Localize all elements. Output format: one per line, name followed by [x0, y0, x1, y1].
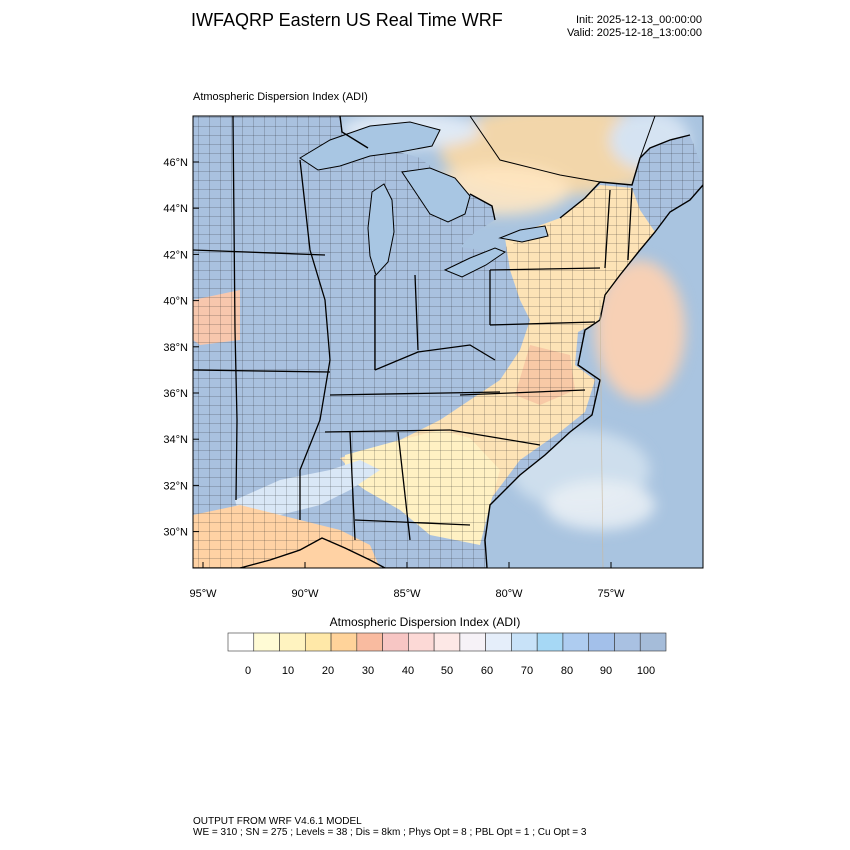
footer-model: OUTPUT FROM WRF V4.6.1 MODEL — [193, 816, 362, 827]
lat-label: 44°N — [163, 203, 188, 215]
border-missouri-south — [193, 369, 331, 373]
meridian-line — [599, 299, 604, 568]
colorbar-box — [459, 632, 486, 652]
border-ga-fl — [354, 519, 471, 526]
longitude-axis: 95°W 90°W 85°W 80°W 75°W — [189, 562, 625, 600]
lake-superior — [299, 121, 441, 171]
border-newengland — [604, 189, 611, 269]
lat-label: 36°N — [163, 388, 188, 400]
lake-huron — [401, 167, 471, 223]
field-atlantic-warm — [595, 260, 685, 400]
colorbar-box — [536, 632, 564, 652]
lon-label: 90°W — [291, 588, 319, 600]
colorbar-tick-label: 40 — [402, 665, 414, 677]
colorbar-box — [253, 632, 280, 652]
state-borders — [193, 116, 633, 541]
border-tn-south — [324, 429, 451, 433]
colorbar-box — [614, 632, 641, 652]
lat-label: 46°N — [163, 157, 188, 169]
plot-title: Atmospheric Dispersion Index (ADI) — [193, 91, 368, 103]
border-ky-north — [374, 344, 496, 371]
border-pa-ny — [489, 267, 601, 271]
colorbar-box — [562, 632, 590, 652]
lat-label: 30°N — [163, 527, 188, 539]
border-iowa-south — [193, 249, 326, 256]
latitude-axis: 46°N 44°N 42°N 40°N 38°N 36°N 34°N 32°N 30°N — [163, 157, 199, 539]
colorbar-tick-label: 60 — [481, 665, 493, 677]
lat-label: 40°N — [163, 296, 188, 308]
border-ny-vt — [627, 187, 633, 261]
colorbar-tick-label: 90 — [600, 665, 612, 677]
init-time: Init: 2025-12-13_00:00:00 — [576, 14, 702, 26]
lake-ontario — [498, 225, 549, 243]
colorbar-box — [511, 632, 538, 652]
colorbar-box — [279, 632, 306, 652]
coastline — [239, 184, 703, 568]
border-in-oh — [414, 274, 419, 351]
colorbar-box — [639, 632, 667, 652]
lon-label: 85°W — [393, 588, 421, 600]
valid-time: Valid: 2025-12-18_13:00:00 — [567, 27, 702, 39]
county-lines — [193, 116, 703, 568]
footer-config: WE = 310 ; SN = 275 ; Levels = 38 ; Dis … — [193, 827, 587, 838]
colorbar-tick-label: 50 — [441, 665, 453, 677]
lake-michigan — [367, 183, 395, 276]
lon-label: 80°W — [495, 588, 523, 600]
colorbar-box — [588, 632, 615, 652]
colorbar-box — [485, 632, 512, 652]
lake-erie — [443, 247, 507, 278]
lat-label: 42°N — [163, 249, 188, 261]
border-va-nc — [459, 389, 586, 396]
lon-label: 75°W — [597, 588, 625, 600]
border-mississippi — [299, 159, 331, 520]
colorbar-title: Atmospheric Dispersion Index (ADI) — [329, 615, 521, 629]
border-nc-sc — [449, 429, 541, 446]
lat-label: 34°N — [163, 434, 188, 446]
footer: OUTPUT FROM WRF V4.6.1 MODEL WE = 310 ; … — [193, 816, 586, 838]
lat-label: 38°N — [163, 342, 188, 354]
lon-label: 95°W — [189, 588, 217, 600]
colorbar-box — [356, 632, 383, 652]
map-frame — [192, 115, 704, 569]
lat-label: 32°N — [163, 480, 188, 492]
colorbar-box — [408, 632, 435, 652]
colorbar-tick-label: 100 — [637, 665, 655, 677]
border-tn-north — [329, 391, 501, 396]
colorbar-box — [227, 632, 255, 652]
colorbar-tick-label: 10 — [282, 665, 294, 677]
colorbar-tick-label: 0 — [245, 665, 251, 677]
header-title: IWFAQRP Eastern US Real Time WRF — [191, 10, 503, 30]
colorbar-tick-label: 70 — [521, 665, 533, 677]
border-ms-al — [349, 431, 356, 541]
field-atlantic-white — [545, 480, 655, 530]
colorbar-box — [330, 632, 358, 652]
canada-provinces — [469, 116, 656, 183]
colorbar-box — [304, 632, 332, 652]
colorbar-box — [382, 632, 409, 652]
border-pa-south — [489, 321, 596, 326]
colorbar-tick-label: 20 — [322, 665, 334, 677]
colorbar-tick-label: 80 — [561, 665, 573, 677]
canada-border — [339, 116, 691, 221]
border-95w — [232, 116, 238, 501]
colorbar-box — [433, 632, 461, 652]
run-times: Init: 2025-12-13_00:00:00 Valid: 2025-12… — [567, 14, 702, 40]
colorbar: 0 10 20 30 40 50 60 70 80 90 100 — [227, 632, 667, 677]
colorbar-tick-label: 30 — [362, 665, 374, 677]
map-panel — [193, 116, 703, 568]
